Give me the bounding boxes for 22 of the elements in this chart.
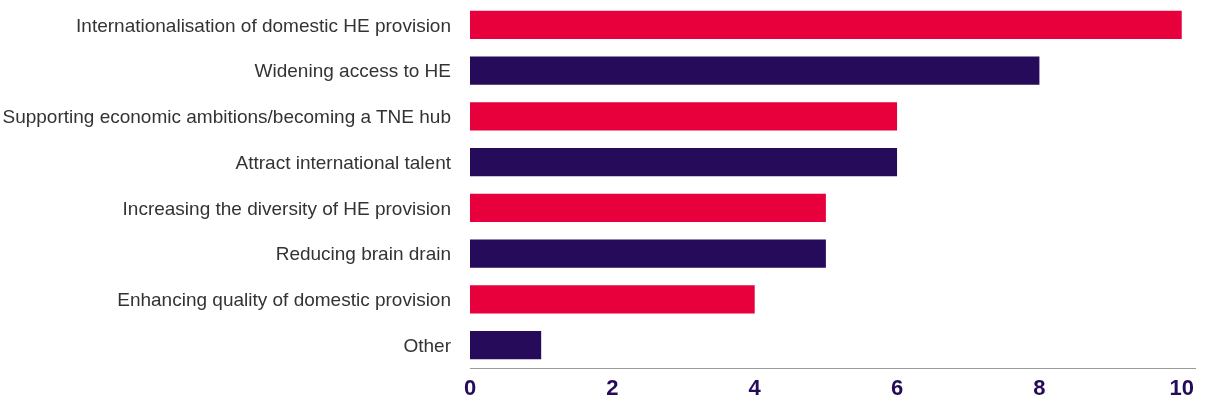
bar <box>470 102 898 131</box>
bar <box>470 10 1182 40</box>
y-tick-label: Increasing the diversity of HE provision <box>122 197 451 219</box>
y-tick-label: Supporting economic ambitions/becoming a TNE hub <box>2 106 451 128</box>
bar <box>470 285 755 314</box>
y-tick-label: Widening access to HE <box>254 60 451 82</box>
bar <box>470 193 826 223</box>
bar <box>470 147 898 177</box>
bar <box>470 330 542 360</box>
x-tick-label: 6 <box>890 375 904 401</box>
y-tick-label: Reducing brain drain <box>275 243 451 265</box>
x-tick-label: 4 <box>748 375 762 401</box>
bar <box>470 56 1040 85</box>
y-tick-label: Internationalisation of domestic HE provision <box>76 14 451 36</box>
y-tick-label: Enhancing quality of domestic provision <box>117 289 451 311</box>
x-tick-label: 8 <box>1033 375 1046 401</box>
x-tick-label: 2 <box>606 375 619 401</box>
x-tick-label: 0 <box>463 375 477 401</box>
x-tick-label: 10 <box>1169 375 1194 401</box>
y-tick-label: Attract international talent <box>235 151 452 173</box>
bar <box>470 239 826 268</box>
y-tick-label: Other <box>403 334 452 356</box>
